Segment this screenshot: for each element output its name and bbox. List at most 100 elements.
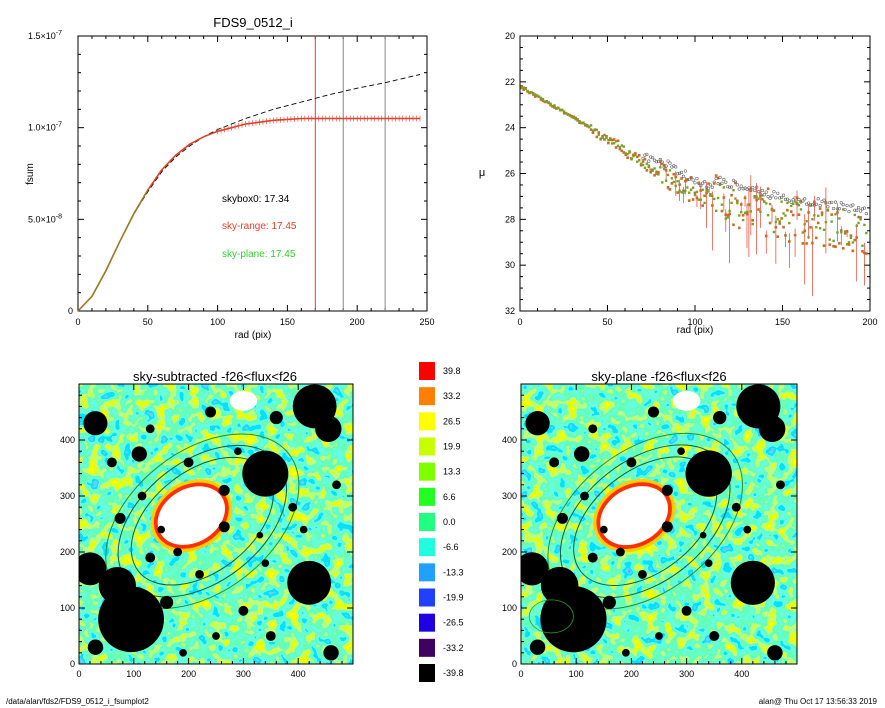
mu-plane-point	[532, 93, 535, 96]
mu-range-point	[811, 241, 814, 245]
sky-subtracted-image	[79, 384, 353, 664]
mu-range-point	[751, 219, 755, 222]
mu-range-point	[711, 204, 714, 207]
mu-plane-point	[759, 210, 762, 213]
mu-skybox-point	[679, 170, 684, 175]
mu-plane-point	[707, 190, 710, 193]
map-ytick-label: 0	[512, 659, 517, 669]
mu-range-point	[813, 200, 816, 204]
mu-range-point	[845, 230, 849, 233]
mu-plane-point	[784, 214, 787, 217]
mu-range-point	[712, 182, 716, 185]
mu-range-point	[857, 215, 860, 219]
colorbar-swatch-2	[419, 412, 435, 431]
mu-plane-point	[572, 116, 575, 120]
map-xtick-label: 300	[679, 669, 694, 679]
mu-range-point	[843, 232, 847, 235]
fsum-xtick-label: 50	[143, 317, 153, 327]
map-mask-blob-16	[556, 512, 568, 524]
mu-plane-point	[761, 194, 764, 197]
mu-plane-point	[703, 201, 706, 205]
mu-range-point	[701, 204, 704, 207]
mu-range-point	[541, 99, 545, 103]
mu-skybox-point	[724, 180, 728, 184]
mu-plane-point	[599, 137, 602, 140]
map-mask-blob-15	[647, 406, 659, 418]
mu-plane-point	[828, 238, 831, 241]
mu-plane-point	[738, 214, 741, 217]
mu-plane-point	[618, 146, 622, 149]
mu-range-point	[820, 211, 824, 214]
map-xtick-label: 400	[291, 669, 306, 679]
map-ytick-label: 300	[60, 491, 75, 501]
mu-plane-point	[724, 217, 727, 220]
map-mask-blob-3	[540, 566, 579, 605]
mu-plane-point	[639, 162, 643, 165]
map-mask-blob-10	[87, 639, 104, 655]
mu-plane-point	[726, 216, 729, 219]
mu-plane-point	[601, 136, 604, 139]
mu-range-point	[635, 155, 639, 159]
mu-range-point	[691, 198, 695, 201]
mu-range-point	[774, 225, 778, 229]
mu-plane-point	[539, 96, 543, 100]
map-mask-blob-9	[602, 595, 616, 610]
map-mask-blob-17	[145, 552, 156, 563]
mu-range-point	[782, 225, 785, 229]
mu-skybox-point	[762, 193, 766, 197]
mu-range-point	[828, 243, 832, 246]
mu-range-point	[655, 172, 658, 175]
map-mask-blob-13	[173, 547, 183, 557]
mu-plane-point	[663, 167, 666, 171]
map-mask-blob-25	[106, 457, 117, 468]
mu-plane-point	[657, 173, 660, 176]
map-top-white	[672, 390, 701, 411]
map-top-white	[229, 390, 258, 411]
mu-skybox-point	[760, 188, 764, 193]
fsum-ytick-label: 5.0×10-8	[28, 213, 62, 224]
mu-range-point	[632, 153, 635, 157]
mu-plane-point	[805, 220, 808, 223]
mu-plane-point	[626, 153, 629, 156]
mu-plane-point	[849, 236, 853, 240]
mu-plane-point	[603, 133, 606, 137]
mu-range-point	[591, 131, 595, 134]
mu-plane-point	[711, 194, 714, 197]
mu-range-point	[595, 135, 599, 139]
mu-plane-point	[689, 188, 693, 191]
map-mask-blob-3	[98, 566, 136, 605]
mu-range-point	[705, 191, 708, 195]
mu-range-point	[755, 198, 758, 202]
mu-plane-point	[815, 226, 818, 229]
mu-range-point	[699, 189, 703, 192]
mu-range-point	[741, 214, 745, 217]
colorbar-label-9: -19.9	[443, 593, 464, 603]
fsum-annotation-skybox0: skybox0: 17.34	[222, 194, 290, 205]
mu-plane-point	[745, 210, 749, 214]
mu-plane-point	[553, 104, 556, 107]
colorbar-label-5: 6.6	[443, 492, 456, 502]
mu-plane-point	[751, 222, 754, 226]
mu-plane-point	[697, 198, 701, 201]
mu-range-point	[532, 92, 535, 95]
mu-plane-point	[701, 188, 704, 191]
mu-range-point	[687, 199, 691, 202]
mu-skybox-point	[649, 155, 653, 159]
map-mask-blob-32	[767, 645, 783, 661]
mu-plane-point	[732, 188, 735, 192]
map-mask-blob-34	[699, 531, 707, 539]
fsum-xtick-label: 200	[350, 317, 365, 327]
mu-plane-point	[560, 108, 564, 112]
mu-plane-point	[749, 210, 753, 213]
fsum-green-overlay	[77, 189, 149, 312]
mu-plane-point	[818, 227, 822, 230]
mu-range-point	[761, 198, 764, 201]
map-ytick-label: 200	[502, 547, 517, 557]
mu-plane-point	[845, 243, 849, 246]
mu-skybox-point	[855, 208, 859, 212]
mu-skybox-point	[785, 197, 790, 201]
mu-plane-point	[753, 195, 756, 198]
mu-range-point	[670, 182, 674, 185]
mu-skybox-point	[706, 186, 711, 190]
map-xtick-label: 0	[76, 669, 81, 679]
